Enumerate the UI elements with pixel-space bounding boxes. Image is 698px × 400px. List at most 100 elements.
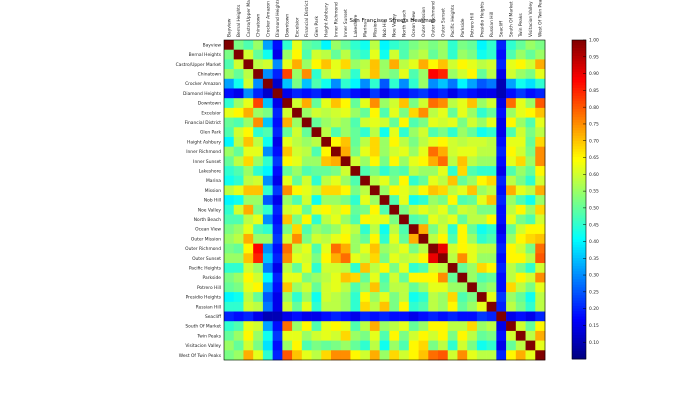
heatmap-cell — [476, 40, 487, 50]
heatmap-cell — [447, 272, 458, 283]
heatmap-cell — [253, 292, 264, 303]
heatmap-cell — [457, 98, 468, 109]
heatmap-cell — [233, 350, 244, 361]
heatmap-cell — [535, 253, 546, 264]
heatmap-cell — [486, 69, 497, 80]
heatmap-cell — [515, 59, 526, 70]
heatmap-cell — [360, 166, 371, 177]
heatmap-cell — [447, 40, 458, 50]
heatmap-cell — [486, 59, 497, 70]
colorbar-segment — [572, 332, 586, 336]
heatmap-cell — [262, 330, 273, 341]
colorbar-segment — [572, 204, 586, 208]
heatmap-cell — [506, 166, 517, 177]
heatmap-cell — [369, 263, 380, 274]
heatmap-cell — [224, 321, 235, 332]
heatmap-cell — [369, 146, 380, 157]
heatmap-cell — [311, 350, 322, 361]
heatmap-cell — [515, 214, 526, 225]
heatmap-cell — [272, 127, 283, 138]
heatmap-cell — [321, 350, 332, 361]
heatmap-cell — [457, 292, 468, 303]
heatmap-cell — [253, 175, 264, 186]
x-tick-label: Parkside — [460, 18, 466, 37]
heatmap-cell — [496, 175, 507, 186]
heatmap-cell — [262, 311, 273, 322]
heatmap-cell — [253, 49, 264, 60]
heatmap-cell — [476, 272, 487, 283]
heatmap-cell — [340, 195, 351, 206]
heatmap-cell — [331, 117, 342, 128]
heatmap-cell — [243, 321, 254, 332]
colorbar-segment — [572, 218, 586, 222]
heatmap-cell — [262, 156, 273, 167]
heatmap-cell — [311, 78, 322, 89]
colorbar-frame — [571, 39, 587, 360]
heatmap-cell — [535, 185, 546, 196]
heatmap-cell — [340, 330, 351, 341]
heatmap-cell — [408, 195, 419, 206]
heatmap-cell — [438, 185, 449, 196]
heatmap-cell — [233, 69, 244, 80]
heatmap-cell — [535, 321, 546, 332]
heatmap-cell — [379, 253, 390, 264]
heatmap-cell — [428, 350, 439, 361]
heatmap-cell — [350, 350, 361, 361]
heatmap-cell — [525, 166, 536, 177]
heatmap-cell — [389, 321, 400, 332]
heatmap-cell — [360, 330, 371, 341]
colorbar-tick-label: 0.80 — [589, 105, 599, 111]
heatmap-cell — [515, 175, 526, 186]
heatmap-cell — [515, 263, 526, 274]
heatmap-cell — [447, 78, 458, 89]
heatmap-cell — [476, 350, 487, 361]
heatmap-cell — [476, 59, 487, 70]
heatmap-cell — [379, 195, 390, 206]
heatmap-cell — [233, 146, 244, 157]
heatmap-cell — [515, 282, 526, 293]
heatmap-cell — [379, 117, 390, 128]
heatmap-cell — [272, 40, 283, 50]
heatmap-cell — [525, 127, 536, 138]
heatmap-cell — [243, 214, 254, 225]
heatmap-cell — [224, 282, 235, 293]
heatmap-cell — [515, 88, 526, 99]
heatmap-cell — [369, 78, 380, 89]
heatmap-cell — [243, 59, 254, 70]
heatmap-cell — [418, 40, 429, 50]
heatmap-cell — [350, 243, 361, 254]
heatmap-cell — [243, 301, 254, 312]
heatmap-cell — [272, 282, 283, 293]
heatmap-cell — [408, 321, 419, 332]
colorbar-segment — [572, 117, 586, 121]
x-tick-label: Outer Mission — [421, 7, 427, 37]
heatmap-cell — [292, 301, 303, 312]
heatmap-cell — [272, 292, 283, 303]
heatmap-cell — [262, 78, 273, 89]
heatmap-cell — [525, 292, 536, 303]
colorbar-segment — [572, 186, 586, 190]
heatmap-cell — [321, 253, 332, 264]
heatmap-cell — [321, 69, 332, 80]
colorbar-segment — [572, 53, 586, 57]
heatmap-cell — [418, 243, 429, 254]
colorbar-segment — [572, 252, 586, 256]
heatmap-cell — [476, 311, 487, 322]
heatmap-cell — [535, 166, 546, 177]
heatmap-cell — [399, 88, 410, 99]
heatmap-cell — [438, 263, 449, 274]
heatmap-cell — [340, 204, 351, 215]
heatmap-cell — [486, 350, 497, 361]
heatmap-cell — [496, 330, 507, 341]
heatmap-cell — [340, 175, 351, 186]
heatmap-cell — [515, 127, 526, 138]
heatmap-cell — [418, 282, 429, 293]
heatmap-cell — [224, 195, 235, 206]
heatmap-cell — [525, 59, 536, 70]
heatmap-cell — [379, 340, 390, 351]
chart-title: San Francisco Streets Heatmap — [349, 18, 436, 24]
heatmap-cell — [408, 272, 419, 283]
heatmap-cell — [360, 107, 371, 118]
heatmap-cell — [467, 88, 478, 99]
heatmap-cell — [224, 59, 235, 70]
